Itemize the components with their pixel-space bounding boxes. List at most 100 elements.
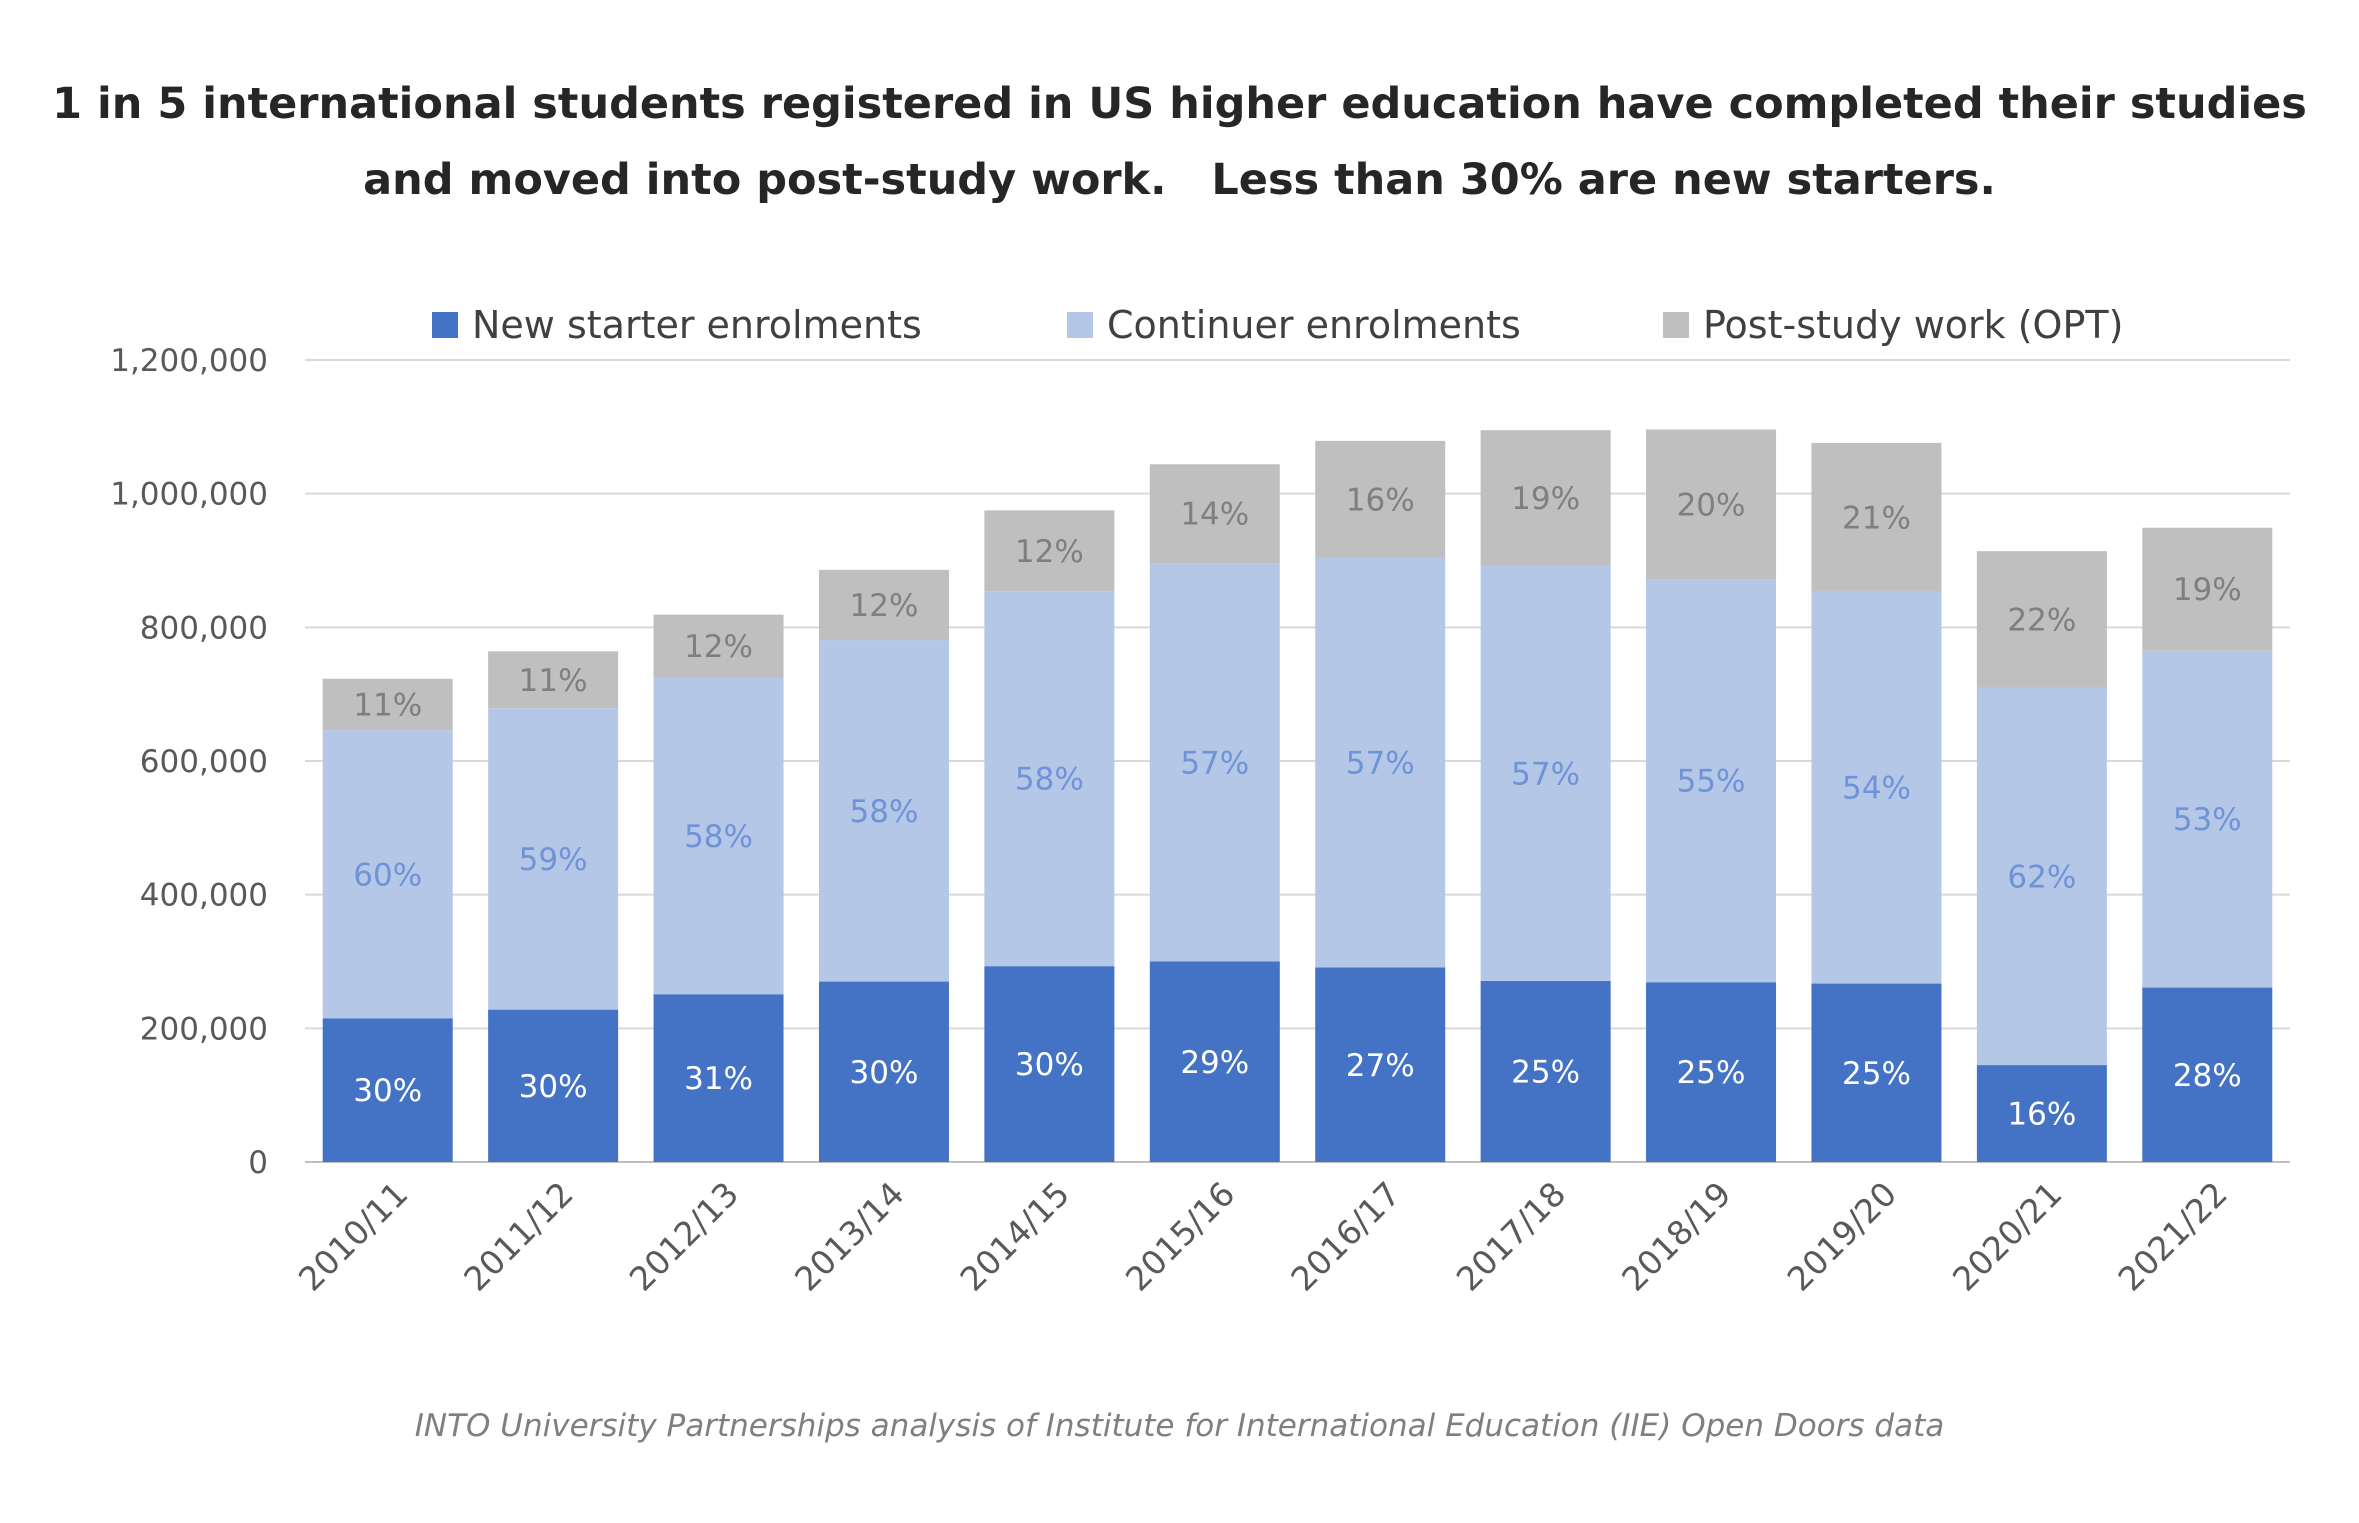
x-tick-label: 2015/16	[1118, 1174, 1243, 1299]
legend-swatch	[432, 312, 458, 338]
data-label-post-study-work: 20%	[1677, 487, 1746, 523]
data-label-post-study-work: 14%	[1180, 497, 1249, 533]
y-axis-ticks: 0 200,000 400,000 600,000 800,000 1,000,000 1,…	[110, 343, 268, 1181]
legend-continuer: Continuer enrolments	[1067, 303, 1521, 347]
x-tick-label: 2014/15	[953, 1174, 1078, 1299]
bar-segment-post-study-work	[1315, 440, 1446, 558]
y-tick-label: 0	[248, 1145, 268, 1181]
bar-segment-new-starter	[818, 981, 949, 1162]
bar-segment-post-study-work	[818, 569, 949, 641]
data-label-post-study-work: 12%	[1015, 534, 1084, 570]
data-label-continuer: 54%	[1842, 771, 1911, 807]
data-label-post-study-work: 19%	[2173, 572, 2242, 608]
bar-segment-continuer	[1315, 557, 1446, 968]
data-label-post-study-work: 12%	[684, 629, 753, 665]
x-tick-label: 2017/18	[1449, 1174, 1574, 1299]
data-label-post-study-work: 22%	[2007, 602, 2076, 638]
data-label-post-study-work: 11%	[353, 688, 422, 724]
x-tick-label: 2016/17	[1283, 1174, 1408, 1299]
legend-swatch	[1663, 312, 1689, 338]
bar-segment-post-study-work	[1811, 442, 1942, 592]
bar-segment-continuer	[2142, 650, 2273, 988]
legend-label: Post-study work (OPT)	[1703, 303, 2123, 347]
chart-title: 1 in 5 international students registered…	[0, 66, 2359, 218]
y-tick-label: 600,000	[140, 744, 268, 780]
y-tick-label: 1,000,000	[110, 477, 268, 513]
data-label-new-starter: 30%	[1015, 1047, 1084, 1083]
x-tick-label: 2019/20	[1780, 1174, 1905, 1299]
data-label-continuer: 59%	[519, 842, 588, 878]
y-tick-label: 1,200,000	[110, 343, 268, 379]
x-tick-label: 2010/11	[291, 1174, 416, 1299]
legend-swatch	[1067, 312, 1093, 338]
chart-title-line-2: and moved into post-study work. Less tha…	[363, 155, 1996, 205]
data-label-new-starter: 30%	[850, 1055, 919, 1091]
data-label-new-starter: 31%	[684, 1061, 753, 1097]
legend: New starter enrolments Continuer enrolmen…	[432, 303, 2123, 347]
data-label-continuer: 53%	[2173, 802, 2242, 838]
legend-post-study-work: Post-study work (OPT)	[1663, 303, 2123, 347]
data-label-continuer: 55%	[1677, 764, 1746, 800]
legend-new-starter: New starter enrolments	[432, 303, 922, 347]
data-label-new-starter: 28%	[2173, 1058, 2242, 1094]
data-label-post-study-work: 11%	[519, 663, 588, 699]
data-label-new-starter: 25%	[1511, 1054, 1580, 1090]
bar-segment-new-starter	[1976, 1065, 2107, 1162]
data-label-new-starter: 25%	[1842, 1056, 1911, 1092]
x-tick-label: 2021/22	[2110, 1174, 2235, 1299]
data-label-post-study-work: 21%	[1842, 500, 1911, 536]
data-label-new-starter: 30%	[353, 1073, 422, 1109]
legend-label: Continuer enrolments	[1107, 303, 1521, 347]
data-label-new-starter: 27%	[1346, 1048, 1415, 1084]
bar-segment-continuer	[1976, 687, 2107, 1066]
bar-segment-post-study-work	[653, 614, 784, 678]
bar-segment-continuer	[1480, 565, 1611, 981]
bar-segment-continuer	[653, 677, 784, 995]
x-tick-label: 2012/13	[622, 1174, 747, 1299]
source-note: INTO University Partnerships analysis of…	[414, 1408, 1945, 1444]
data-label-continuer: 58%	[684, 819, 753, 855]
x-tick-label: 2020/21	[1945, 1174, 2070, 1299]
x-tick-label: 2013/14	[787, 1174, 912, 1299]
bar-segment-new-starter	[488, 1009, 619, 1162]
bars	[322, 429, 2273, 1162]
gridlines	[305, 359, 2290, 1163]
bar-segment-new-starter	[1149, 961, 1280, 1162]
legend-label: New starter enrolments	[472, 303, 922, 347]
segment-labels: 30% 60% 11% 30% 59% 11% 31% 58% 12% 30% 58% 12% 30% 5…	[353, 481, 2241, 1133]
x-tick-label: 2018/19	[1614, 1174, 1739, 1299]
y-tick-label: 400,000	[140, 878, 268, 914]
bar-segment-continuer	[818, 640, 949, 982]
data-label-post-study-work: 16%	[1346, 482, 1415, 518]
bar-segment-continuer	[984, 591, 1115, 967]
data-label-post-study-work: 19%	[1511, 481, 1580, 517]
y-tick-label: 200,000	[140, 1011, 268, 1047]
bar-segment-new-starter	[653, 994, 784, 1162]
data-label-new-starter: 16%	[2007, 1097, 2076, 1133]
bar-segment-new-starter	[1646, 982, 1777, 1162]
bar-segment-post-study-work	[1149, 464, 1280, 564]
y-tick-label: 800,000	[140, 610, 268, 646]
data-label-new-starter: 30%	[519, 1069, 588, 1105]
bar-segment-post-study-work	[1976, 551, 2107, 688]
bar-segment-post-study-work	[1480, 430, 1611, 566]
data-label-new-starter: 29%	[1180, 1045, 1249, 1081]
x-axis-ticks: 2010/11 2011/12 2012/13 2013/14 2014/15 2015/…	[291, 1174, 2235, 1299]
bar-segment-new-starter	[1811, 983, 1942, 1162]
data-label-continuer: 58%	[1015, 762, 1084, 798]
bar-segment-new-starter	[984, 966, 1115, 1162]
data-label-continuer: 57%	[1180, 745, 1249, 781]
data-label-new-starter: 25%	[1677, 1055, 1746, 1091]
bar-segment-new-starter	[1315, 967, 1446, 1162]
chart-title-line-1: 1 in 5 international students registered…	[52, 79, 2307, 129]
bar-segment-new-starter	[322, 1018, 453, 1162]
bar-segment-post-study-work	[488, 651, 619, 709]
bar-segment-new-starter	[1480, 980, 1611, 1162]
data-label-continuer: 57%	[1511, 756, 1580, 792]
x-tick-label: 2011/12	[456, 1174, 581, 1299]
data-label-post-study-work: 12%	[850, 588, 919, 624]
bar-segment-continuer	[1149, 563, 1280, 962]
data-label-continuer: 62%	[2007, 859, 2076, 895]
bar-segment-continuer	[1811, 591, 1942, 984]
data-label-continuer: 58%	[850, 794, 919, 830]
